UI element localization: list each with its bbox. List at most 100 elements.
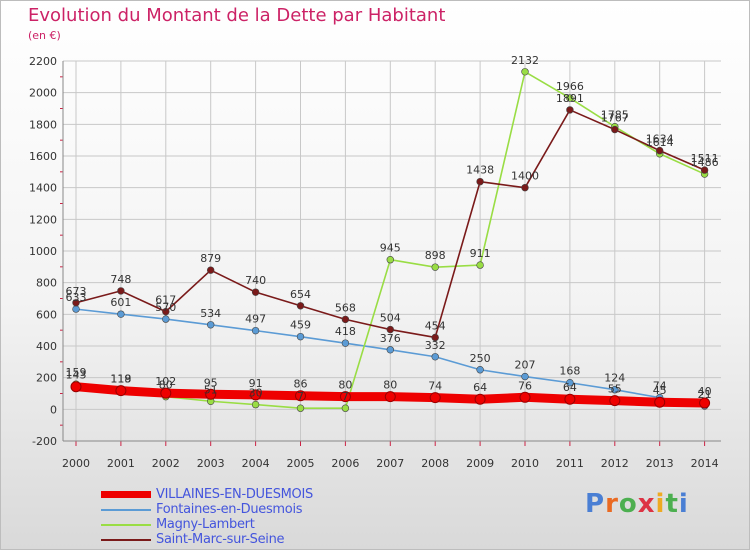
data-label-villaines: 91: [249, 377, 263, 390]
data-label-saint-marc: 568: [335, 301, 356, 314]
data-point-fontaines: [341, 339, 350, 347]
data-label-villaines: 118: [110, 373, 131, 386]
x-tick-label: 2004: [242, 457, 270, 470]
y-axis-unit: (en €): [28, 29, 61, 42]
data-label-magny: 945: [380, 242, 401, 255]
data-point-saint-marc: [566, 106, 574, 114]
data-point-magny: [341, 404, 350, 412]
y-tick-label: 800: [36, 277, 57, 290]
logo-letter: r: [605, 489, 619, 519]
axis-layer: -200 0 200 400 600 800 1000 1200 1400 1600 1800 200…: [29, 55, 721, 470]
data-label-saint-marc: 454: [425, 319, 446, 332]
data-label-saint-marc: 617: [155, 294, 176, 307]
data-label-villaines: 76: [518, 379, 532, 392]
data-point-villaines: [384, 391, 396, 403]
data-label-saint-marc: 1511: [691, 152, 719, 165]
data-point-fontaines: [431, 353, 439, 361]
data-label-villaines: 45: [653, 384, 667, 397]
data-point-fontaines: [611, 386, 619, 394]
x-tick-label: 2012: [601, 457, 629, 470]
data-point-fontaines: [162, 315, 170, 323]
data-label-saint-marc: 654: [290, 288, 311, 301]
data-label-villaines: 102: [155, 375, 176, 388]
data-label-fontaines: 534: [200, 307, 221, 320]
data-point-saint-marc: [162, 307, 170, 316]
data-point-fontaines: [386, 346, 394, 354]
data-label-saint-marc: 673: [66, 285, 87, 298]
data-point-fontaines: [207, 321, 215, 329]
data-point-magny: [296, 404, 305, 412]
data-label-magny: 2132: [511, 54, 539, 67]
legend-label-magny: Magny-Lambert: [156, 517, 255, 532]
data-point-fontaines: [521, 372, 529, 381]
data-point-magny: [386, 256, 394, 264]
data-label-fontaines: 633: [66, 291, 87, 304]
data-point-fontaines: [566, 379, 574, 387]
data-label-fontaines: 418: [335, 325, 356, 338]
data-point-saint-marc: [207, 266, 215, 274]
data-label-villaines: 64: [473, 381, 487, 394]
data-point-villaines: [295, 390, 306, 402]
data-label-magny: 7: [342, 390, 349, 403]
data-label-villaines: 143: [66, 369, 87, 382]
data-label-saint-marc: 504: [380, 312, 401, 325]
data-point-saint-marc: [655, 146, 664, 155]
data-point-villaines: [474, 393, 486, 405]
data-point-magny: [521, 68, 529, 76]
data-label-saint-marc: 740: [245, 274, 266, 287]
x-tick-label: 2005: [287, 457, 315, 470]
data-point-magny: [251, 400, 260, 409]
data-point-magny: [476, 261, 484, 269]
y-tick-label: 2000: [29, 87, 57, 100]
data-label-fontaines: 570: [155, 301, 176, 314]
legend-label-villaines: VILLAINES-EN-DUESMOIS: [156, 487, 313, 502]
data-label-magny: 1614: [646, 136, 674, 149]
data-label-fontaines: 459: [290, 319, 311, 332]
x-tick-label: 2003: [197, 457, 225, 470]
data-point-villaines: [654, 396, 666, 408]
data-point-saint-marc: [296, 302, 305, 310]
data-label-saint-marc: 748: [110, 273, 131, 286]
data-label-magny: 911: [470, 247, 491, 260]
y-tick-label: 0: [50, 403, 57, 416]
data-point-fontaines: [117, 310, 125, 318]
y-tick-label: 400: [36, 340, 57, 353]
x-tick-label: 2008: [421, 457, 449, 470]
data-point-fontaines: [72, 305, 80, 313]
data-label-saint-marc: 1438: [466, 164, 494, 177]
x-tick-label: 2010: [511, 457, 539, 470]
data-label-magny: 80: [159, 379, 173, 392]
legend-swatch-villaines: [101, 491, 151, 498]
data-label-fontaines: 376: [380, 332, 401, 345]
data-label-saint-marc: 879: [200, 252, 221, 265]
data-label-villaines: 80: [383, 379, 397, 392]
logo-letter: x: [637, 489, 656, 519]
data-label-magny: 1785: [601, 109, 629, 122]
data-label-saint-marc: 1767: [601, 112, 629, 125]
data-label-fontaines: 124: [604, 372, 625, 385]
data-label-villaines: 40: [698, 385, 712, 398]
data-point-villaines: [160, 387, 172, 399]
x-tick-label: 2009: [466, 457, 494, 470]
data-label-fontaines: 207: [515, 359, 536, 372]
data-label-magny: 119: [110, 372, 131, 385]
data-point-fontaines: [476, 366, 484, 374]
data-point-saint-marc: [476, 177, 484, 186]
logo-letter: P: [585, 489, 606, 519]
x-tick-label: 2011: [556, 457, 584, 470]
data-label-magny: 51: [204, 383, 218, 396]
data-point-villaines: [519, 391, 531, 403]
data-label-fontaines: 168: [559, 365, 580, 378]
x-tick-label: 2000: [62, 457, 90, 470]
x-tick-label: 2001: [107, 457, 135, 470]
x-tick-label: 2014: [691, 457, 719, 470]
data-point-villaines: [339, 391, 351, 403]
data-point-villaines: [115, 385, 127, 397]
y-tick-label: 1200: [29, 213, 57, 226]
y-tick-label: 600: [36, 308, 57, 321]
data-label-layer: 143 118 102 95 91 86 80 80 74 64 76 64 55 45 40 633 601 5…: [66, 54, 719, 403]
data-point-saint-marc: [431, 333, 439, 342]
data-point-villaines: [609, 395, 621, 407]
logo-letter: i: [678, 489, 689, 519]
